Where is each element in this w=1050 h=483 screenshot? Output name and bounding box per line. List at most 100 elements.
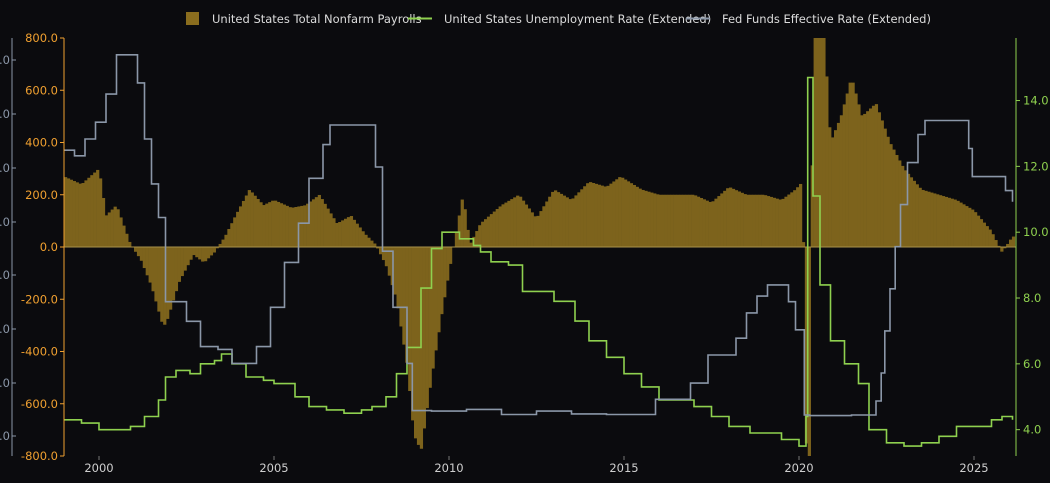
payroll-bar xyxy=(594,183,599,247)
payroll-bar xyxy=(96,169,100,247)
legend: United States Total Nonfarm Payrolls Uni… xyxy=(186,12,931,26)
payroll-bar xyxy=(274,200,278,247)
payroll-bar xyxy=(303,205,307,247)
payroll-bar xyxy=(317,194,321,247)
payroll-bar xyxy=(192,247,196,256)
payroll-bar xyxy=(562,195,566,247)
payroll-bar xyxy=(533,216,537,247)
payroll-bar xyxy=(136,247,141,257)
payroll-bar xyxy=(679,194,683,247)
payroll-bar xyxy=(110,209,114,247)
payroll-bar xyxy=(215,247,219,249)
payroll-bar xyxy=(705,200,709,247)
payroll-bar xyxy=(819,38,823,247)
payroll-bar xyxy=(463,209,467,247)
payroll-bar xyxy=(711,201,715,247)
payroll-bar xyxy=(265,203,269,247)
payroll-bar xyxy=(775,198,779,247)
payroll-bar xyxy=(860,115,864,247)
payroll-bar xyxy=(396,247,400,309)
right-axis-tick-label: 14.0 xyxy=(1023,94,1049,108)
payroll-bar xyxy=(370,240,374,247)
payroll-bar xyxy=(513,197,517,247)
payroll-bar xyxy=(101,198,106,247)
fedfunds-axis-tick-label: .0 xyxy=(0,215,10,229)
payroll-bar xyxy=(294,206,298,247)
payroll-bar xyxy=(787,194,791,247)
payroll-bar xyxy=(437,247,441,333)
payroll-bar xyxy=(180,247,184,277)
payroll-bar xyxy=(726,188,730,247)
payroll-bar xyxy=(346,217,351,247)
payroll-bar xyxy=(384,247,389,267)
payroll-bar xyxy=(912,180,916,247)
payroll-bar xyxy=(516,195,520,247)
payroll-bar xyxy=(341,220,345,247)
payroll-bar xyxy=(183,247,187,271)
payroll-bar xyxy=(656,194,660,247)
payroll-bar xyxy=(306,203,310,247)
payroll-bar xyxy=(440,247,444,315)
payroll-bar xyxy=(618,177,622,247)
payroll-bar xyxy=(311,199,316,247)
payroll-bar xyxy=(909,177,914,247)
payroll-bar xyxy=(291,207,295,247)
payroll-bar xyxy=(764,195,768,247)
payroll-bar xyxy=(536,215,540,247)
payroll-bar xyxy=(702,199,706,247)
payroll-bar xyxy=(530,212,534,247)
payroll-bar xyxy=(449,247,453,264)
x-axis-tick-label: 2000 xyxy=(84,461,113,475)
legend-payrolls-label: United States Total Nonfarm Payrolls xyxy=(212,12,422,26)
payroll-bar xyxy=(501,204,505,247)
payroll-bar xyxy=(901,165,905,247)
payroll-bar xyxy=(976,215,981,247)
payroll-bar xyxy=(761,194,765,247)
payroll-bar xyxy=(236,211,240,247)
payroll-bar xyxy=(869,108,873,248)
payroll-bar xyxy=(965,206,969,247)
payroll-bar xyxy=(209,247,214,256)
payroll-bar xyxy=(979,219,984,247)
payroll-bar xyxy=(201,247,205,262)
payroll-bar xyxy=(457,215,461,247)
payroll-bar xyxy=(224,234,228,247)
payroll-bar xyxy=(484,219,488,247)
payroll-bar xyxy=(204,247,208,262)
payroll-bar xyxy=(904,170,908,247)
left-axis-ticks: 800.0 600.0 400.0 200.0 0.0 -200.0 -400.0 -600.… xyxy=(21,31,64,463)
payroll-bar xyxy=(221,239,225,247)
payroll-bar xyxy=(186,247,190,266)
payroll-bar xyxy=(723,190,727,247)
payroll-bar xyxy=(411,247,415,421)
payroll-bar xyxy=(632,184,636,247)
payroll-bar xyxy=(358,227,362,247)
payroll-bar xyxy=(699,198,704,247)
right-axis-tick-label: 10.0 xyxy=(1023,225,1049,239)
payroll-bar xyxy=(971,209,975,247)
payroll-bar xyxy=(959,202,963,247)
payroll-bar xyxy=(769,196,774,247)
payroll-bar xyxy=(276,201,281,247)
fedfunds-line xyxy=(64,54,1014,417)
payroll-bar xyxy=(857,104,861,248)
payroll-bar xyxy=(198,247,202,260)
payroll-bar xyxy=(443,247,447,298)
payroll-bar xyxy=(142,247,146,269)
payroll-bar xyxy=(898,160,902,247)
payroll-bar xyxy=(638,188,642,247)
payroll-bar xyxy=(886,136,890,247)
payroll-bar xyxy=(650,192,654,247)
payroll-bar xyxy=(309,201,313,247)
left-axis-tick-label: -600.0 xyxy=(21,397,58,411)
payroll-bar xyxy=(408,247,412,392)
payroll-bar xyxy=(125,233,129,247)
payroll-bar xyxy=(282,204,286,247)
x-axis-tick-label: 2010 xyxy=(434,461,463,475)
payroll-bar xyxy=(521,200,526,247)
payroll-bar xyxy=(720,193,724,247)
left-axis-tick-label: -800.0 xyxy=(21,449,58,463)
payroll-bar xyxy=(361,231,365,247)
payroll-bar xyxy=(1011,236,1016,247)
payroll-bar xyxy=(349,216,354,247)
